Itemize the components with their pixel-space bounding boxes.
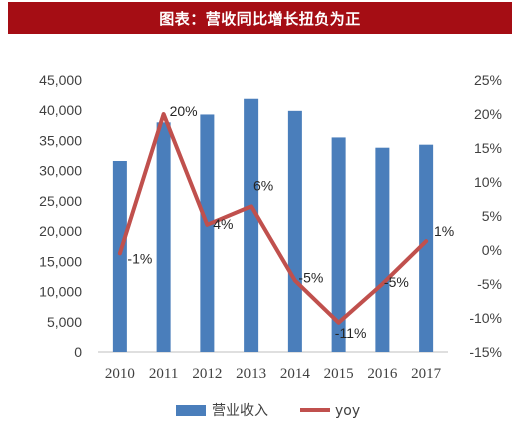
line-point: [162, 112, 166, 116]
right-tick-label: 0%: [482, 242, 502, 258]
left-tick-label: 20,000: [39, 223, 82, 239]
x-tick-label: 2014: [280, 366, 311, 382]
right-tick-label: -5%: [477, 276, 502, 292]
right-tick-label: 15%: [474, 140, 502, 156]
left-tick-label: 35,000: [39, 132, 82, 148]
left-tick-label: 25,000: [39, 193, 82, 209]
line-data-label: 20%: [170, 103, 198, 119]
bar: [200, 114, 215, 352]
x-tick-label: 2017: [411, 366, 442, 382]
line-point: [380, 282, 384, 286]
line-point: [205, 223, 209, 227]
line-data-label: -11%: [335, 325, 367, 341]
line-data-label: -1%: [127, 250, 152, 266]
line-data-label: 6%: [253, 177, 273, 193]
line-data-labels: -1% 20% 4% 6% -5% -11% -5% 1%: [127, 103, 454, 341]
left-tick-label: 30,000: [39, 163, 82, 179]
line-data-label: 1%: [434, 223, 454, 239]
right-tick-label: 25%: [474, 72, 502, 88]
right-tick-label: -10%: [469, 310, 502, 326]
line-point: [337, 321, 341, 325]
x-axis-ticks: 2010 2011 2012 2013 2014 2015 2016 2017: [105, 366, 442, 382]
legend-label-yoy: yoy: [335, 403, 360, 419]
right-tick-label: -15%: [469, 344, 502, 360]
line-point: [424, 239, 428, 243]
line-data-label: -5%: [384, 274, 409, 290]
left-tick-label: 15,000: [39, 253, 82, 269]
legend: 营业收入 yoy: [176, 403, 360, 419]
bar: [156, 122, 171, 352]
chart-title: 图表：营收同比增长扭负为正: [159, 9, 361, 28]
left-axis-ticks: 0 5,000 10,000 15,000 20,000 25,000 30,000 35,0…: [39, 72, 82, 360]
bar: [244, 98, 259, 352]
legend-swatch-bar: [176, 405, 206, 416]
right-tick-label: 5%: [482, 208, 502, 224]
x-tick-label: 2012: [192, 366, 222, 382]
x-tick-label: 2011: [149, 366, 178, 382]
line-data-label: -5%: [298, 270, 323, 286]
x-tick-label: 2016: [367, 366, 398, 382]
line-series: [117, 112, 429, 325]
line-point: [293, 279, 297, 283]
x-tick-label: 2015: [324, 366, 354, 382]
bar: [419, 144, 434, 352]
yoy-line: [117, 112, 429, 325]
x-tick-label: 2013: [236, 366, 266, 382]
line-data-label: 4%: [213, 216, 233, 232]
line-point: [249, 204, 253, 208]
bar: [375, 147, 390, 352]
left-tick-label: 40,000: [39, 102, 82, 118]
left-tick-label: 10,000: [39, 284, 82, 300]
right-tick-label: 10%: [474, 174, 502, 190]
bar: [287, 110, 302, 353]
right-axis-ticks: -15% -10% -5% 0% 5% 10% 15% 20% 25%: [469, 72, 502, 360]
legend-label-revenue: 营业收入: [212, 403, 268, 419]
bar-series: [112, 98, 434, 353]
line-point: [118, 251, 122, 255]
left-tick-label: 45,000: [39, 72, 82, 88]
right-tick-label: 20%: [474, 106, 502, 122]
bar: [331, 137, 346, 352]
left-tick-label: 5,000: [47, 314, 82, 330]
left-tick-label: 0: [74, 344, 82, 360]
bar: [112, 160, 127, 352]
x-tick-label: 2010: [105, 366, 135, 382]
chart-title-bar: 图表：营收同比增长扭负为正: [8, 2, 512, 34]
